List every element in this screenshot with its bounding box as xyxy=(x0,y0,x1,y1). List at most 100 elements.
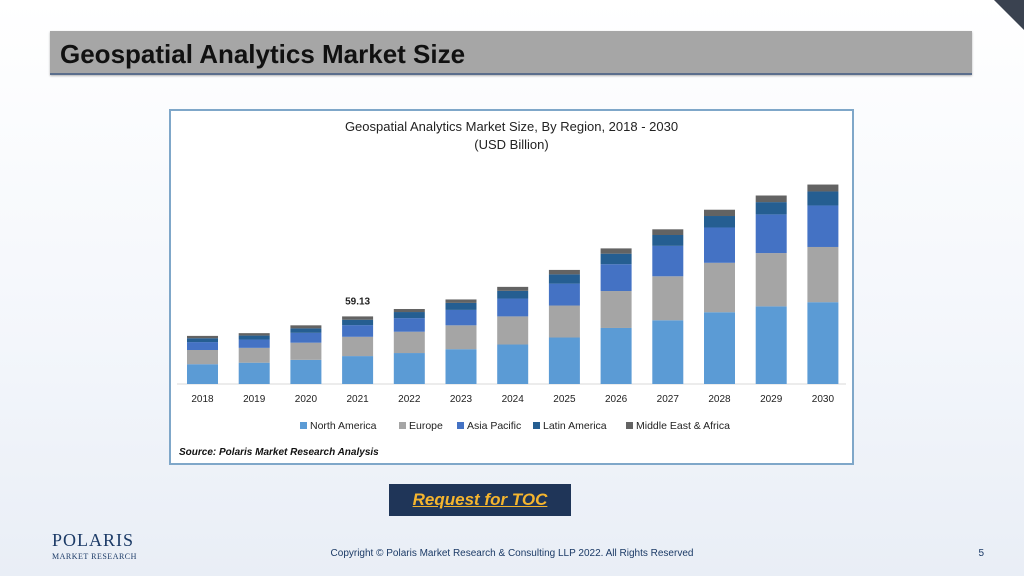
x-tick-label: 2024 xyxy=(502,394,525,405)
legend-entry: Latin America xyxy=(543,420,607,432)
bar-segment-2028-1 xyxy=(704,262,735,313)
bar-segment-2020-3 xyxy=(290,328,322,333)
bar-segment-2024-3 xyxy=(497,290,529,299)
bar-segment-2024-1 xyxy=(497,316,529,345)
page-number: 5 xyxy=(978,548,984,559)
data-label: 59.13 xyxy=(345,296,370,307)
bar-segment-2030-0 xyxy=(807,302,839,384)
bar-segment-2024-4 xyxy=(497,286,529,291)
legend-swatch xyxy=(300,422,307,429)
x-tick-label: 2021 xyxy=(346,394,369,405)
slide-title: Geospatial Analytics Market Size xyxy=(60,39,466,69)
bar-segment-2024-0 xyxy=(497,344,529,384)
bar-segment-2018-4 xyxy=(187,335,218,339)
bar-segment-2029-3 xyxy=(755,202,787,215)
bar-segment-2026-0 xyxy=(600,327,632,384)
x-tick-label: 2018 xyxy=(191,394,214,405)
bar-segment-2019-2 xyxy=(238,339,270,348)
bar-segment-2018-2 xyxy=(187,342,218,350)
x-tick-label: 2023 xyxy=(450,394,473,405)
x-tick-label: 2020 xyxy=(295,394,318,405)
bar-segment-2027-3 xyxy=(652,234,684,246)
copyright-text: Copyright © Polaris Market Research & Co… xyxy=(330,548,694,559)
bar-segment-2020-0 xyxy=(290,359,322,384)
bar-segment-2025-3 xyxy=(548,274,580,284)
bar-segment-2029-0 xyxy=(755,306,787,384)
bar-segment-2030-1 xyxy=(807,246,839,303)
logo-subtitle: MARKET RESEARCH xyxy=(52,552,137,561)
chart-container: Geospatial Analytics Market Size, By Reg… xyxy=(169,109,854,465)
x-tick-label: 2030 xyxy=(812,394,835,405)
bar-segment-2028-3 xyxy=(704,216,735,228)
bar-segment-2021-2 xyxy=(342,325,374,337)
bar-segment-2021-4 xyxy=(342,316,374,320)
bar-segment-2027-2 xyxy=(652,245,684,277)
x-tick-label: 2026 xyxy=(605,394,628,405)
x-tick-label: 2029 xyxy=(760,394,783,405)
legend-entry: Asia Pacific xyxy=(467,420,521,432)
bar-segment-2021-0 xyxy=(342,356,374,384)
bar-segment-2019-1 xyxy=(238,347,270,363)
x-tick-label: 2022 xyxy=(398,394,421,405)
bar-segment-2030-3 xyxy=(807,191,839,206)
bar-segment-2028-2 xyxy=(704,227,735,263)
bar-segment-2022-1 xyxy=(393,331,425,354)
bar-segment-2018-3 xyxy=(187,338,218,343)
bar-segment-2023-2 xyxy=(445,309,477,326)
x-tick-label: 2025 xyxy=(553,394,576,405)
bar-segment-2018-0 xyxy=(187,364,218,384)
bar-segment-2024-2 xyxy=(497,298,529,317)
bar-segment-2030-4 xyxy=(807,184,839,192)
request-toc-button[interactable]: Request for TOC xyxy=(389,484,571,516)
bar-segment-2028-4 xyxy=(704,209,735,217)
polaris-logo: POLARIS MARKET RESEARCH xyxy=(52,530,137,561)
legend-entry: North America xyxy=(310,420,377,432)
bar-segment-2027-1 xyxy=(652,276,684,321)
bar-segment-2026-2 xyxy=(600,264,632,292)
x-tick-label: 2028 xyxy=(708,394,731,405)
bar-segment-2025-4 xyxy=(548,269,580,275)
bar-segment-2020-1 xyxy=(290,342,322,360)
bar-segment-2020-2 xyxy=(290,332,322,343)
chart-subtitle: (USD Billion) xyxy=(474,137,549,152)
source-note: Source: Polaris Market Research Analysis xyxy=(179,447,379,458)
bar-segment-2022-4 xyxy=(393,308,425,313)
bar-segment-2019-3 xyxy=(238,335,270,340)
corner-decoration xyxy=(994,0,1024,30)
bar-segment-2026-1 xyxy=(600,291,632,328)
bar-segment-2029-2 xyxy=(755,214,787,254)
bar-segment-2026-4 xyxy=(600,248,632,254)
title-bar: Geospatial Analytics Market Size xyxy=(50,31,972,75)
bar-segment-2021-3 xyxy=(342,319,374,326)
bar-segment-2030-2 xyxy=(807,205,839,247)
x-tick-label: 2019 xyxy=(243,394,266,405)
bar-segment-2018-1 xyxy=(187,349,218,365)
bar-segment-2022-3 xyxy=(393,312,425,319)
bar-segment-2025-1 xyxy=(548,305,580,338)
logo-name: POLARIS xyxy=(52,530,135,550)
legend-swatch xyxy=(533,422,540,429)
bar-segment-2023-0 xyxy=(445,349,477,384)
bar-segment-2029-4 xyxy=(755,195,787,203)
legend-swatch xyxy=(626,422,633,429)
legend-swatch xyxy=(399,422,406,429)
legend-entry: Middle East & Africa xyxy=(636,420,730,432)
bar-segment-2022-2 xyxy=(393,318,425,332)
bar-segment-2027-4 xyxy=(652,229,684,235)
legend-swatch xyxy=(457,422,464,429)
bar-segment-2019-0 xyxy=(238,362,270,384)
bar-segment-2025-2 xyxy=(548,283,580,306)
chart-title: Geospatial Analytics Market Size, By Reg… xyxy=(344,119,679,134)
bar-segment-2028-0 xyxy=(704,312,735,384)
bar-segment-2021-1 xyxy=(342,336,374,357)
legend-entry: Europe xyxy=(409,420,443,432)
stacked-bar-chart: 2018 2019 2020 2021 2022 2023 2024 2025 2026 2027… xyxy=(177,184,846,432)
bar-segment-2023-4 xyxy=(445,299,477,303)
bar-segment-2025-0 xyxy=(548,337,580,384)
bar-segment-2019-4 xyxy=(238,333,270,336)
bar-segment-2023-1 xyxy=(445,325,477,350)
bar-segment-2029-1 xyxy=(755,253,787,307)
bar-segment-2020-4 xyxy=(290,325,322,329)
x-tick-label: 2027 xyxy=(657,394,680,405)
bar-segment-2022-0 xyxy=(393,353,425,384)
